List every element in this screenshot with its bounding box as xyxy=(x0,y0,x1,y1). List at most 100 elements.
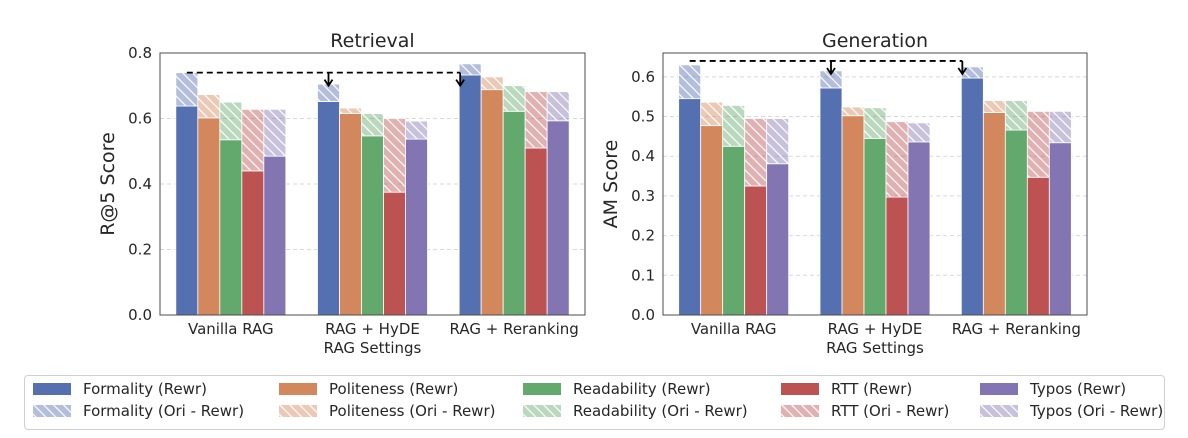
bar-rtt-ori-minus-rewr-vanilla-rag xyxy=(241,108,265,172)
bar-formality-rewr-rag-hyde xyxy=(819,87,843,316)
bar-politeness-ori-minus-rewr-rag-reranking xyxy=(480,76,504,91)
bar-rtt-ori-minus-rewr-vanilla-rag xyxy=(744,118,768,187)
legend-item-politeness-ori-rewr: Politeness (Ori - Rewr) xyxy=(279,402,495,420)
bar-readability-ori-minus-rewr-vanilla-rag xyxy=(722,105,746,147)
legend-swatch xyxy=(781,405,819,417)
bar-typos-ori-minus-rewr-rag-reranking xyxy=(546,91,570,122)
legend-swatch xyxy=(523,383,561,395)
y-tick-label: 0.0 xyxy=(631,306,655,324)
legend-swatch xyxy=(523,405,561,417)
x-axis-label: RAG Settings xyxy=(826,339,924,357)
bar-politeness-ori-minus-rewr-rag-hyde xyxy=(339,107,362,114)
bar-rtt-rewr-vanilla-rag xyxy=(241,170,265,316)
bar-politeness-ori-minus-rewr-rag-hyde xyxy=(841,106,865,117)
x-axis-label: RAG Settings xyxy=(324,339,422,357)
legend-swatch xyxy=(33,383,71,395)
bar-formality-ori-minus-rewr-rag-reranking xyxy=(458,63,482,76)
legend-swatch xyxy=(279,405,317,417)
legend-item-rtt-rewr: RTT (Rewr) xyxy=(781,380,912,398)
x-tick-label: RAG + Reranking xyxy=(450,320,579,338)
y-tick-label: 0.1 xyxy=(631,266,655,284)
legend-item-formality-ori-rewr: Formality (Ori - Rewr) xyxy=(33,402,244,420)
x-tick-label: Vanilla RAG xyxy=(188,320,274,338)
bar-typos-rewr-rag-hyde xyxy=(907,141,931,316)
legend-item-typos-rewr: Typos (Rewr) xyxy=(980,380,1126,398)
bar-readability-rewr-rag-reranking xyxy=(1004,129,1028,316)
legend-swatch xyxy=(33,405,71,417)
bar-rtt-ori-minus-rewr-rag-reranking xyxy=(524,91,548,149)
bar-rtt-ori-minus-rewr-rag-hyde xyxy=(383,118,406,193)
bar-politeness-rewr-rag-reranking xyxy=(480,89,504,316)
bar-typos-ori-minus-rewr-vanilla-rag xyxy=(263,108,287,157)
generation-chart: 0.0 0.1 0.2 0.3 0.4 0.5 0.6 Vanilla RAG RAG + Hy… xyxy=(600,30,1088,357)
bar-rtt-rewr-rag-hyde xyxy=(885,196,909,316)
bar-formality-rewr-vanilla-rag xyxy=(175,105,199,316)
x-tick-label: RAG + HyDE xyxy=(828,320,923,338)
legend-item-politeness-rewr: Politeness (Rewr) xyxy=(279,380,458,398)
bar-typos-rewr-rag-hyde xyxy=(405,138,428,316)
x-tick-label: RAG + Reranking xyxy=(952,320,1081,338)
bar-formality-ori-minus-rewr-vanilla-rag xyxy=(175,72,199,107)
bar-typos-ori-minus-rewr-rag-hyde xyxy=(907,122,931,143)
plot-frame xyxy=(159,52,586,316)
bar-formality-rewr-rag-hyde xyxy=(317,101,340,316)
arrow-head xyxy=(957,67,968,76)
y-axis-label: AM Score xyxy=(600,140,622,229)
bar-politeness-rewr-vanilla-rag xyxy=(700,125,724,316)
bar-formality-ori-minus-rewr-rag-reranking xyxy=(960,66,984,79)
legend-swatch xyxy=(279,383,317,395)
x-tick-label: RAG + HyDE xyxy=(325,320,420,338)
bar-typos-rewr-rag-reranking xyxy=(546,120,570,316)
legend-item-readability-ori-rewr: Readability (Ori - Rewr) xyxy=(523,402,748,420)
legend-label: Typos (Rewr) xyxy=(1030,380,1127,398)
x-tick-label: Vanilla RAG xyxy=(691,320,777,338)
legend-label: Politeness (Ori - Rewr) xyxy=(329,402,496,420)
bar-typos-rewr-rag-reranking xyxy=(1048,142,1072,316)
legend-swatch xyxy=(980,405,1018,417)
legend-swatch xyxy=(980,383,1018,395)
legend-label: RTT (Ori - Rewr) xyxy=(831,402,950,420)
y-tick-label: 0.8 xyxy=(128,44,152,62)
bar-rtt-rewr-rag-hyde xyxy=(383,191,406,316)
bar-politeness-ori-minus-rewr-vanilla-rag xyxy=(700,101,724,127)
bar-readability-rewr-rag-hyde xyxy=(863,137,887,316)
legend: Formality (Rewr) Politeness (Rewr) Readabi… xyxy=(24,375,1165,430)
legend-label: Readability (Ori - Rewr) xyxy=(573,402,748,420)
bar-politeness-rewr-rag-hyde xyxy=(841,115,865,316)
bar-formality-rewr-vanilla-rag xyxy=(678,98,702,316)
bar-politeness-rewr-rag-hyde xyxy=(339,113,362,316)
arrow-head xyxy=(455,79,465,88)
bar-readability-ori-minus-rewr-rag-reranking xyxy=(1004,100,1028,131)
bar-rtt-rewr-vanilla-rag xyxy=(744,185,768,316)
y-tick-label: 0.2 xyxy=(631,227,655,245)
bar-typos-rewr-vanilla-rag xyxy=(263,155,287,316)
bar-readability-rewr-vanilla-rag xyxy=(219,139,243,316)
legend-item-typos-ori-rewr: Typos (Ori - Rewr) xyxy=(980,402,1163,420)
legend-label: RTT (Rewr) xyxy=(831,380,913,398)
y-tick-label: 0.4 xyxy=(128,175,152,193)
bar-typos-rewr-vanilla-rag xyxy=(766,163,790,316)
y-tick-label: 0.4 xyxy=(631,147,655,165)
arrow-head xyxy=(826,67,836,76)
y-tick-label: 0.3 xyxy=(631,187,655,205)
legend-item-rtt-ori-rewr: RTT (Ori - Rewr) xyxy=(781,402,949,420)
legend-label: Formality (Rewr) xyxy=(83,380,207,398)
y-tick-label: 0.0 xyxy=(128,306,152,324)
y-tick-label: 0.6 xyxy=(631,68,655,86)
bar-readability-ori-minus-rewr-rag-hyde xyxy=(863,107,887,139)
bar-readability-rewr-vanilla-rag xyxy=(722,145,746,316)
bar-typos-ori-minus-rewr-rag-hyde xyxy=(405,120,428,140)
bar-readability-rewr-rag-hyde xyxy=(361,135,384,316)
legend-label: Formality (Ori - Rewr) xyxy=(83,402,245,420)
legend-label: Readability (Rewr) xyxy=(573,380,711,398)
bar-readability-rewr-rag-reranking xyxy=(502,110,526,316)
bar-readability-ori-minus-rewr-rag-reranking xyxy=(502,85,526,112)
chart-title: Generation xyxy=(822,30,928,52)
bar-politeness-rewr-rag-reranking xyxy=(982,112,1006,316)
legend-item-readability-rewr: Readability (Rewr) xyxy=(523,380,711,398)
legend-label: Typos (Ori - Rewr) xyxy=(1030,402,1164,420)
plot-frame xyxy=(662,52,1088,316)
bar-readability-ori-minus-rewr-vanilla-rag xyxy=(219,101,243,141)
legend-item-formality-rewr: Formality (Rewr) xyxy=(33,380,207,398)
